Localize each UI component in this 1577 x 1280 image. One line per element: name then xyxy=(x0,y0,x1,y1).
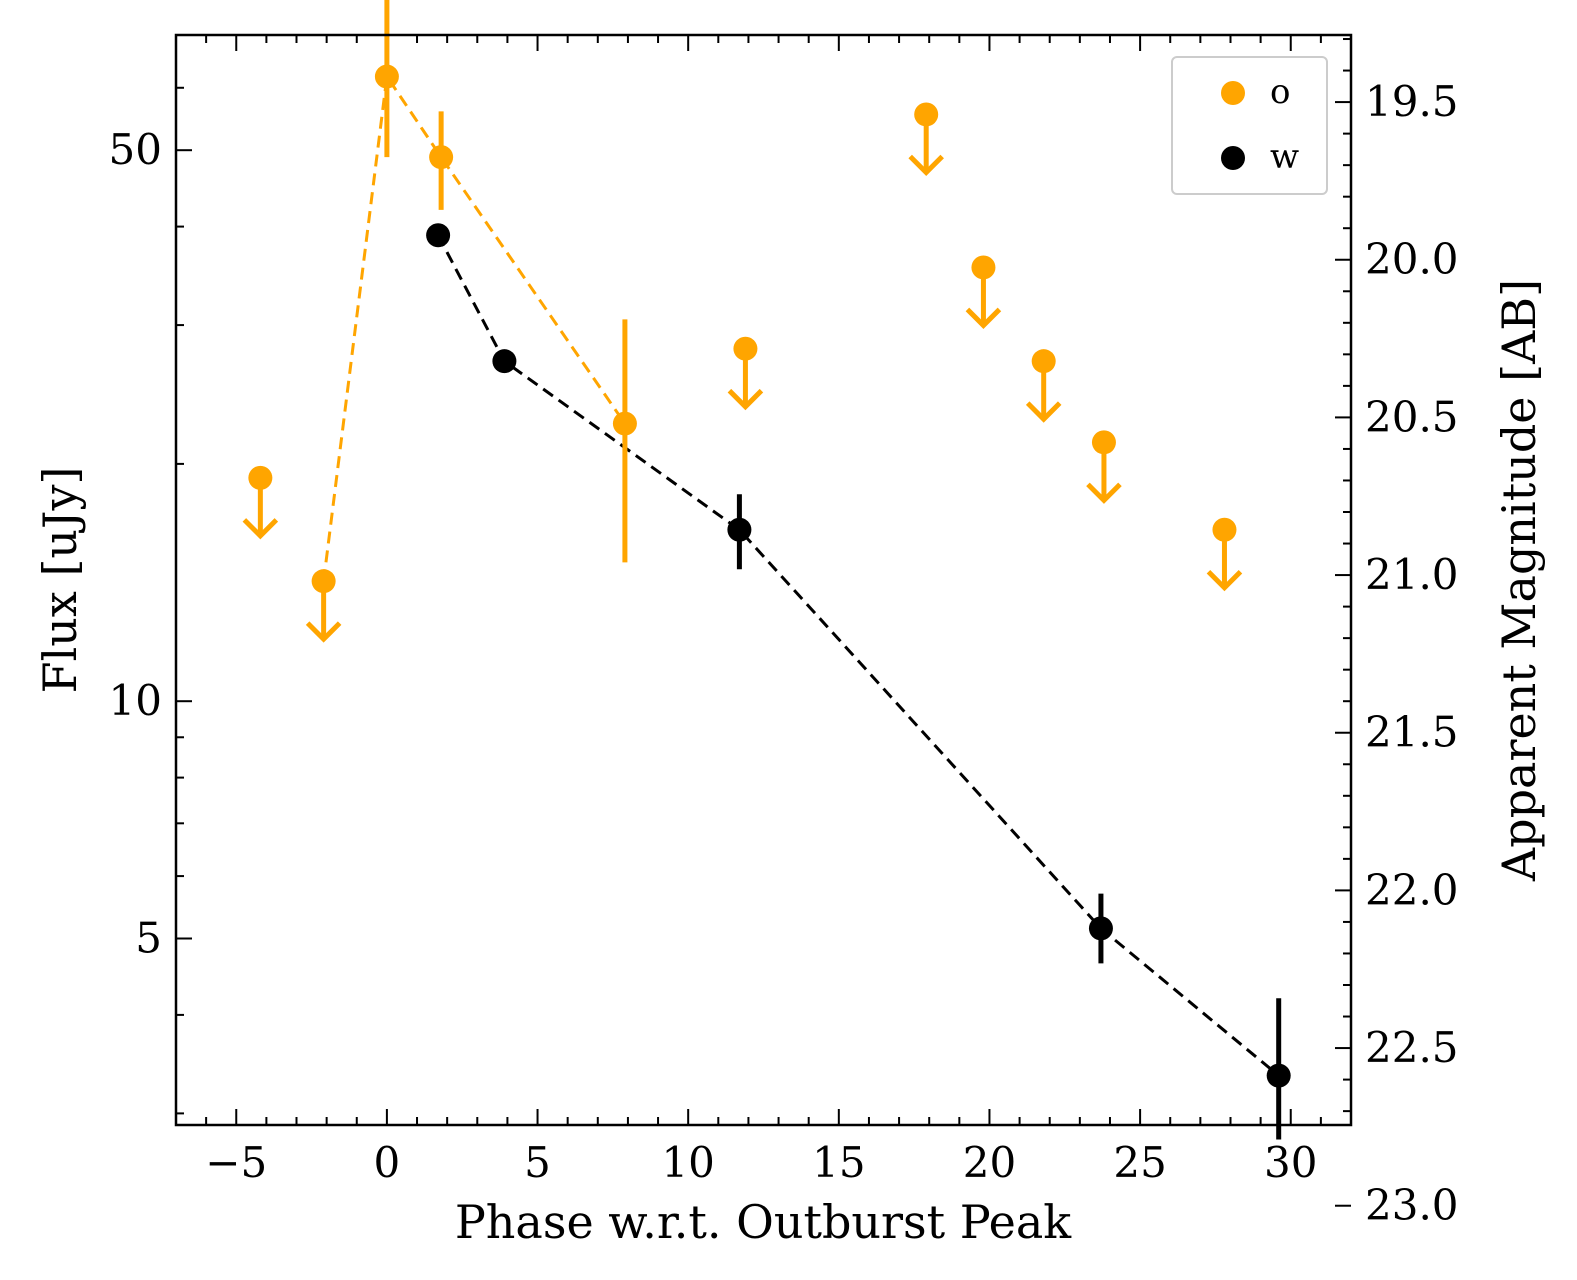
upper-limit-arrowhead xyxy=(242,518,279,540)
mag-tick-label: 20.5 xyxy=(1365,392,1459,441)
tick-marks xyxy=(175,34,1352,1207)
upper-limit-o xyxy=(1086,430,1122,504)
legend-label-w: w xyxy=(1270,137,1299,177)
upper-limit-arrowhead xyxy=(1025,401,1062,423)
mag-tick-label: 21.0 xyxy=(1365,550,1459,599)
upper-limit-point xyxy=(733,336,758,361)
legend-label-o: o xyxy=(1270,72,1290,112)
upper-limit-o xyxy=(727,336,764,411)
mag-tick-label: 23.0 xyxy=(1365,1181,1459,1230)
x-tick-label: 20 xyxy=(963,1138,1016,1187)
data-point-w xyxy=(727,517,752,542)
x-tick-label: 15 xyxy=(812,1138,865,1187)
y-tick-label: 10 xyxy=(109,676,162,725)
legend-marker-w xyxy=(1221,146,1245,170)
upper-limit-arrowhead xyxy=(1086,482,1122,504)
legend-frame xyxy=(1171,56,1328,195)
x-axis-label: Phase w.r.t. Outburst Peak xyxy=(455,1195,1072,1249)
x-tick-label: 30 xyxy=(1264,1138,1317,1187)
mag-tick-label: 21.5 xyxy=(1365,708,1459,757)
data-point-o xyxy=(612,411,637,436)
x-tick-label: −5 xyxy=(205,1138,267,1187)
upper-limit-point xyxy=(971,255,996,280)
upper-limit-point xyxy=(1091,430,1116,455)
y-tick-label: 5 xyxy=(135,914,162,963)
data-marks xyxy=(242,0,1291,1140)
y-axis-right-label: Apparent Magnitude [AB] xyxy=(1492,279,1546,882)
upper-limit-arrowhead xyxy=(1206,569,1243,592)
mag-tick-label: 22.0 xyxy=(1365,865,1459,914)
upper-limit-point xyxy=(1031,349,1056,374)
upper-limit-point xyxy=(311,569,336,594)
upper-limit-arrowhead xyxy=(305,621,342,643)
data-point-o xyxy=(429,145,454,170)
upper-limit-arrowhead xyxy=(965,307,1002,329)
data-point-w xyxy=(1266,1063,1291,1088)
x-tick-label: 10 xyxy=(661,1138,714,1187)
legend: o w xyxy=(1171,56,1328,195)
upper-limit-point xyxy=(248,465,273,490)
data-point-o xyxy=(374,64,399,89)
upper-limit-point xyxy=(914,102,939,127)
upper-limit-o xyxy=(908,102,944,177)
upper-limit-arrowhead xyxy=(727,388,764,411)
series-line-o xyxy=(322,72,627,582)
data-point-w xyxy=(492,349,517,374)
x-tick-label: 5 xyxy=(524,1138,551,1187)
series-line-w xyxy=(436,234,1280,1077)
upper-limit-arrowhead xyxy=(908,154,944,177)
upper-limit-o xyxy=(965,255,1002,329)
legend-marker-o xyxy=(1221,81,1245,105)
series-lines xyxy=(322,72,1280,1077)
mag-tick-label: 20.0 xyxy=(1365,235,1459,284)
upper-limit-o xyxy=(1206,517,1243,592)
mag-tick-label: 22.5 xyxy=(1365,1023,1459,1072)
upper-limit-o xyxy=(305,569,342,643)
x-tick-label: 0 xyxy=(374,1138,401,1187)
upper-limit-o xyxy=(242,465,279,540)
y-tick-label: 50 xyxy=(109,125,162,174)
data-point-w xyxy=(426,223,451,248)
y-axis-label: Flux [uJy] xyxy=(33,467,87,694)
mag-tick-label: 19.5 xyxy=(1365,77,1459,126)
x-tick-label: 25 xyxy=(1113,1138,1166,1187)
tick-labels: −5 0 5 10 15 20 25 30 5 10 50 19.5 20.0 20.5 21.0 21.5 2… xyxy=(109,77,1459,1230)
upper-limit-point xyxy=(1212,517,1237,542)
upper-limit-o xyxy=(1025,349,1062,423)
data-point-w xyxy=(1088,916,1113,941)
plot-frame xyxy=(174,33,1353,1127)
